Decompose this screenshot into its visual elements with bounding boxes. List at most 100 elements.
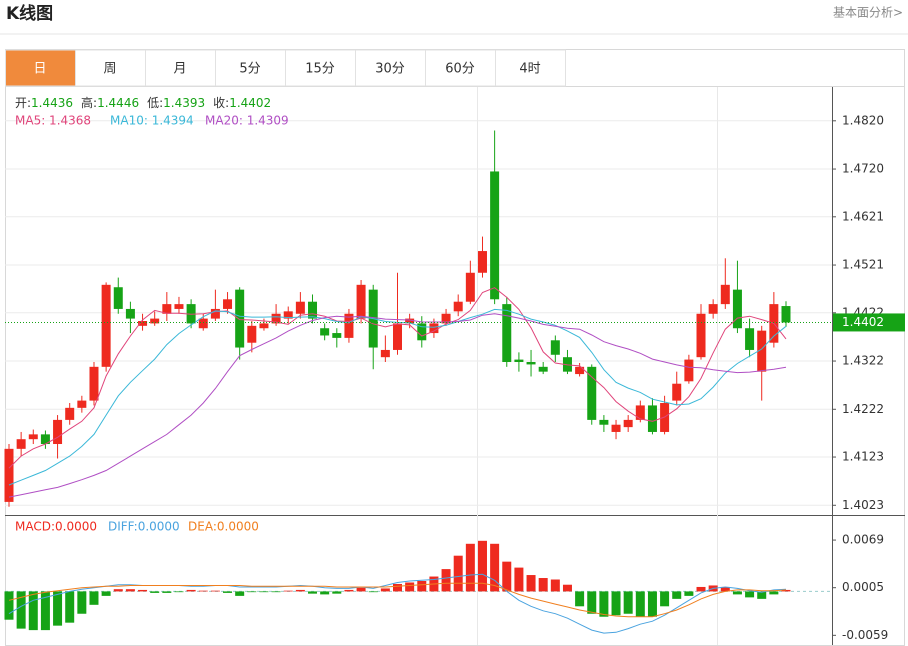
- macd-bar: [477, 540, 487, 592]
- tab-label[interactable]: 日: [33, 62, 46, 77]
- ohlc-value: 1.4393: [163, 96, 205, 110]
- macd-bar: [757, 591, 767, 599]
- candle-body: [332, 333, 342, 338]
- page-title: K线图: [6, 3, 53, 24]
- tab[interactable]: [495, 49, 566, 87]
- macd-bar: [526, 575, 536, 592]
- candle-body: [405, 318, 415, 324]
- candle-body: [174, 304, 184, 309]
- macd-bar: [380, 588, 390, 592]
- candle-body: [417, 323, 427, 341]
- macd-bar: [283, 590, 293, 592]
- macd-bar: [356, 587, 366, 592]
- ma-line: [8, 313, 787, 498]
- candle-body: [271, 313, 281, 324]
- macd-bar: [393, 583, 402, 592]
- macd-bar: [210, 590, 220, 592]
- tab[interactable]: [5, 49, 76, 87]
- macd-bar: [745, 591, 755, 598]
- candle-body: [4, 448, 14, 502]
- candle-body: [247, 325, 257, 343]
- tab-label[interactable]: 60分: [445, 62, 475, 77]
- candle-body: [526, 362, 536, 365]
- y-tick-label: 0.0005: [842, 580, 884, 594]
- last-price-tag: [833, 313, 905, 332]
- y-tick-label: 1.4521: [842, 258, 884, 272]
- macd-bar: [562, 584, 572, 592]
- tab[interactable]: [355, 49, 426, 87]
- macd-bar: [138, 589, 148, 592]
- candle-body: [150, 318, 160, 324]
- y-tick-label: -0.0059: [842, 628, 888, 642]
- tab-label[interactable]: 30分: [375, 62, 405, 77]
- macd-line: [8, 573, 787, 634]
- macd-bar: [150, 591, 160, 593]
- macd-bar: [368, 591, 378, 593]
- candle-body: [101, 284, 111, 367]
- ma-legend: MA10: 1.4394: [110, 114, 194, 128]
- macd-bar: [781, 589, 791, 592]
- macd-bar: [660, 591, 670, 607]
- macd-bar: [417, 581, 427, 592]
- tab-label[interactable]: 周: [103, 62, 116, 77]
- macd-bar: [538, 578, 548, 592]
- last-price-label: 1.4402: [842, 315, 884, 329]
- macd-bar: [113, 589, 123, 592]
- ohlc-value: 1.4436: [31, 96, 73, 110]
- candle-body: [477, 251, 487, 273]
- ohlc-info: 开:1.4436 高:1.4446 低:1.4393 收:1.4402: [15, 95, 271, 110]
- macd-bar: [344, 589, 354, 592]
- candle-body: [720, 284, 730, 305]
- y-tick-label: 1.4720: [842, 162, 884, 176]
- ma-line: [8, 287, 787, 469]
- y-tick-label: 1.4222: [842, 402, 884, 416]
- macd-bar: [186, 589, 196, 592]
- tab-label[interactable]: 月: [173, 62, 186, 77]
- macd-bar: [174, 591, 184, 593]
- macd-bar: [247, 591, 257, 593]
- macd-bar: [611, 591, 621, 616]
- macd-line: [8, 582, 787, 618]
- macd-bar: [101, 591, 111, 596]
- candle-body: [538, 366, 548, 372]
- macd-bar: [599, 591, 609, 617]
- tab-label[interactable]: 4时: [519, 62, 540, 77]
- macd-bar: [235, 591, 245, 596]
- candle-body: [490, 171, 500, 300]
- macd-bar: [308, 591, 318, 594]
- macd-bar: [490, 543, 500, 592]
- candle-body: [89, 366, 99, 401]
- tab-label[interactable]: 5分: [239, 62, 260, 77]
- analysis-link[interactable]: 基本面分析>: [833, 6, 903, 20]
- candle-body: [611, 424, 621, 432]
- candle-body: [16, 439, 26, 449]
- tab[interactable]: [425, 49, 496, 87]
- macd-bar: [575, 591, 585, 607]
- ohlc-label: 收:: [213, 96, 229, 110]
- candle-body: [635, 405, 645, 420]
- chart-layer: 1.48201.47201.46211.45211.44221.43221.42…: [4, 95, 905, 642]
- macd-legend: DEA:0.0000: [188, 520, 259, 534]
- tab-label[interactable]: 15分: [305, 62, 335, 77]
- ohlc-label: 低:: [147, 96, 163, 110]
- session-lines: [477, 87, 718, 645]
- y-tick-label: 1.4621: [842, 209, 884, 223]
- macd-bar: [405, 582, 415, 592]
- macd-legend: DIFF:0.0000: [108, 520, 180, 534]
- tab[interactable]: [145, 49, 216, 87]
- tab[interactable]: [215, 49, 286, 87]
- macd-bar: [732, 591, 742, 595]
- macd-bar: [647, 591, 657, 617]
- candle-body: [344, 313, 354, 338]
- macd-bar: [672, 591, 682, 599]
- macd-bar: [198, 590, 208, 592]
- candle-body: [113, 287, 123, 309]
- candle-body: [53, 419, 63, 445]
- candle-body: [550, 340, 560, 355]
- candle-body: [672, 383, 682, 401]
- macd-bar: [550, 579, 560, 592]
- tab[interactable]: [285, 49, 356, 87]
- macd-bar: [259, 591, 269, 593]
- candle-body: [465, 272, 475, 302]
